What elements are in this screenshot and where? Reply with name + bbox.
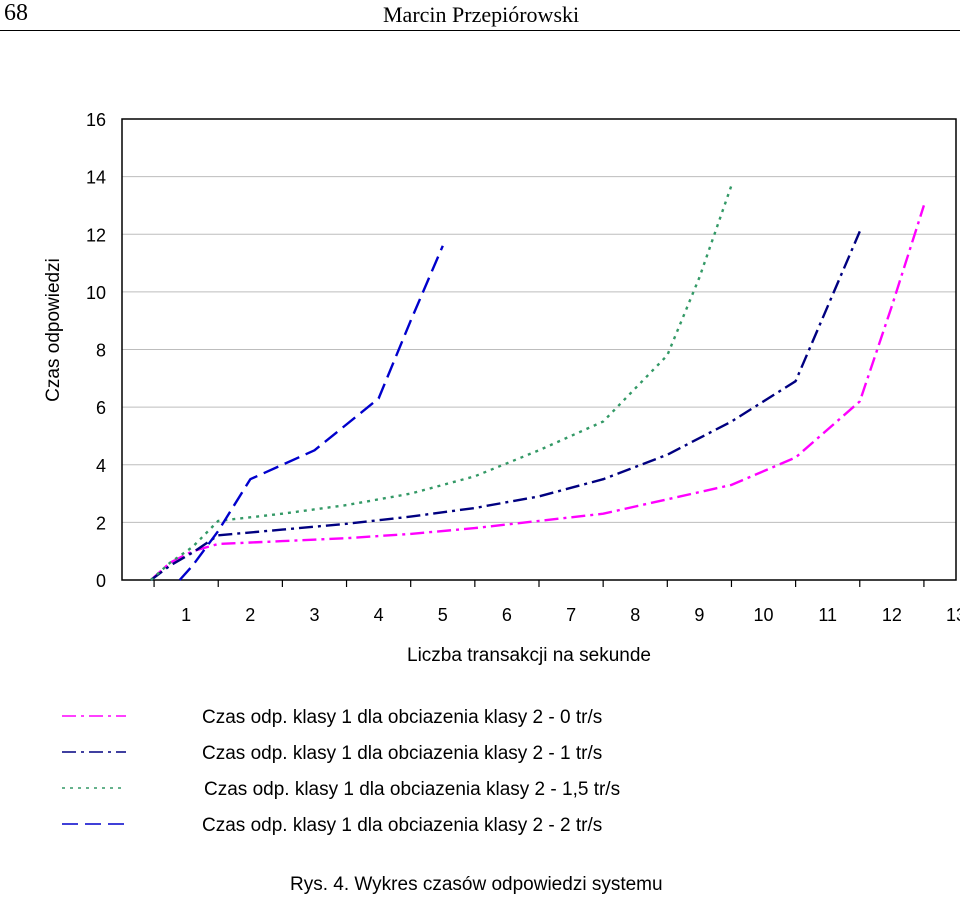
series-lines bbox=[150, 184, 926, 581]
series-line-3 bbox=[150, 184, 733, 581]
y-tick-label: 2 bbox=[96, 513, 106, 533]
x-tick-label: 5 bbox=[438, 605, 448, 625]
legend-label: Czas odp. klasy 1 dla obciazenia klasy 2… bbox=[202, 743, 603, 764]
y-tick-label: 10 bbox=[86, 283, 106, 303]
x-tick-label: 6 bbox=[502, 605, 512, 625]
x-tick-label: 7 bbox=[566, 605, 576, 625]
series-line-1 bbox=[150, 205, 926, 581]
x-tick-label: 1 bbox=[181, 605, 191, 625]
x-tick-label: 4 bbox=[374, 605, 384, 625]
y-tick-label: 8 bbox=[96, 341, 106, 361]
legend-item: Czas odp. klasy 1 dla obciazenia klasy 2… bbox=[56, 700, 756, 736]
page-number: 68 bbox=[4, 0, 28, 26]
series-line-2 bbox=[150, 230, 861, 581]
legend-swatch bbox=[62, 787, 126, 789]
legend-swatch bbox=[62, 715, 126, 717]
x-tick-label: 3 bbox=[309, 605, 319, 625]
legend-item: Czas odp. klasy 1 dla obciazenia klasy 2… bbox=[56, 772, 756, 808]
legend-swatch bbox=[62, 751, 126, 753]
legend-item: Czas odp. klasy 1 dla obciazenia klasy 2… bbox=[56, 736, 756, 772]
x-tick-label: 11 bbox=[818, 605, 837, 625]
author-name: Marcin Przepiórowski bbox=[383, 2, 580, 27]
legend-label: Czas odp. klasy 1 dla obciazenia klasy 2… bbox=[202, 815, 603, 836]
x-tick-label: 2 bbox=[245, 605, 255, 625]
legend-item: Czas odp. klasy 1 dla obciazenia klasy 2… bbox=[56, 808, 756, 844]
y-axis-label: Czas odpowiedzi bbox=[43, 258, 64, 402]
legend-label: Czas odp. klasy 1 dla obciazenia klasy 2… bbox=[204, 779, 621, 800]
series-line-4 bbox=[178, 245, 444, 581]
header-rule bbox=[0, 30, 960, 31]
x-tick-label: 13 bbox=[946, 605, 960, 625]
y-tick-label: 4 bbox=[96, 456, 106, 476]
y-tick-label: 0 bbox=[96, 571, 106, 591]
y-tick-label: 14 bbox=[86, 168, 106, 188]
y-tick-label: 6 bbox=[96, 398, 106, 418]
legend: Czas odp. klasy 1 dla obciazenia klasy 2… bbox=[56, 700, 756, 844]
legend-swatch bbox=[62, 823, 126, 825]
gridlines bbox=[122, 176, 956, 523]
x-axis-label: Liczba transakcji na sekunde bbox=[407, 645, 651, 666]
x-tick-label: 10 bbox=[754, 605, 774, 625]
x-axis: 12345678910111213 bbox=[153, 580, 960, 625]
y-tick-label: 16 bbox=[86, 110, 106, 130]
x-tick-label: 9 bbox=[694, 605, 704, 625]
legend-label: Czas odp. klasy 1 dla obciazenia klasy 2… bbox=[202, 707, 603, 728]
figure-caption: Rys. 4. Wykres czasów odpowiedzi systemu bbox=[290, 874, 663, 895]
y-tick-label: 12 bbox=[86, 225, 106, 245]
x-tick-label: 8 bbox=[630, 605, 640, 625]
x-tick-label: 12 bbox=[882, 605, 902, 625]
y-axis: 0 2 4 6 8 10 12 14 16 bbox=[86, 110, 106, 591]
